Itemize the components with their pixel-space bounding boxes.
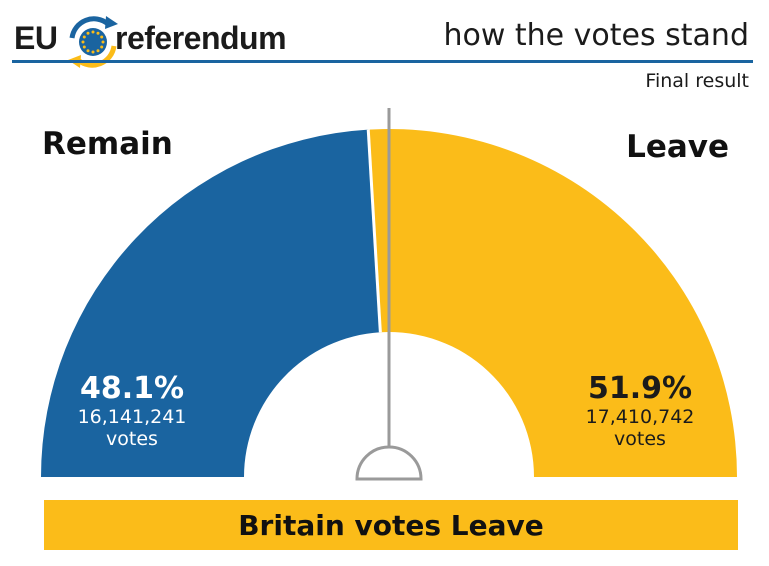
needle-base xyxy=(355,445,423,481)
leave-votes-unit: votes xyxy=(614,428,666,450)
logo-eu-text: EU xyxy=(14,20,58,56)
remain-label: Remain xyxy=(42,126,173,162)
leave-percent: 51.9% xyxy=(587,371,693,406)
result-status: Final result xyxy=(645,70,749,92)
remain-votes-unit: votes xyxy=(106,428,158,450)
leave-votes: 17,410,742 xyxy=(585,406,695,428)
leave-label: Leave xyxy=(626,129,729,165)
slice-divider xyxy=(366,129,382,333)
result-banner-text: Britain votes Leave xyxy=(238,508,544,542)
leave-stat: 51.9% 17,410,742 votes xyxy=(570,371,710,451)
remain-votes: 16,141,241 xyxy=(77,406,187,428)
result-banner: Britain votes Leave xyxy=(44,500,738,550)
remain-stat: 48.1% 16,141,241 votes xyxy=(62,371,202,451)
logo-referendum-text: referendum xyxy=(115,20,287,56)
leave-slice xyxy=(368,129,737,477)
chart-headline: how the votes stand xyxy=(443,18,749,53)
header-divider xyxy=(12,60,753,63)
eu-flag-icon xyxy=(68,16,118,68)
remain-slice xyxy=(41,129,381,478)
remain-percent: 48.1% xyxy=(79,371,185,406)
